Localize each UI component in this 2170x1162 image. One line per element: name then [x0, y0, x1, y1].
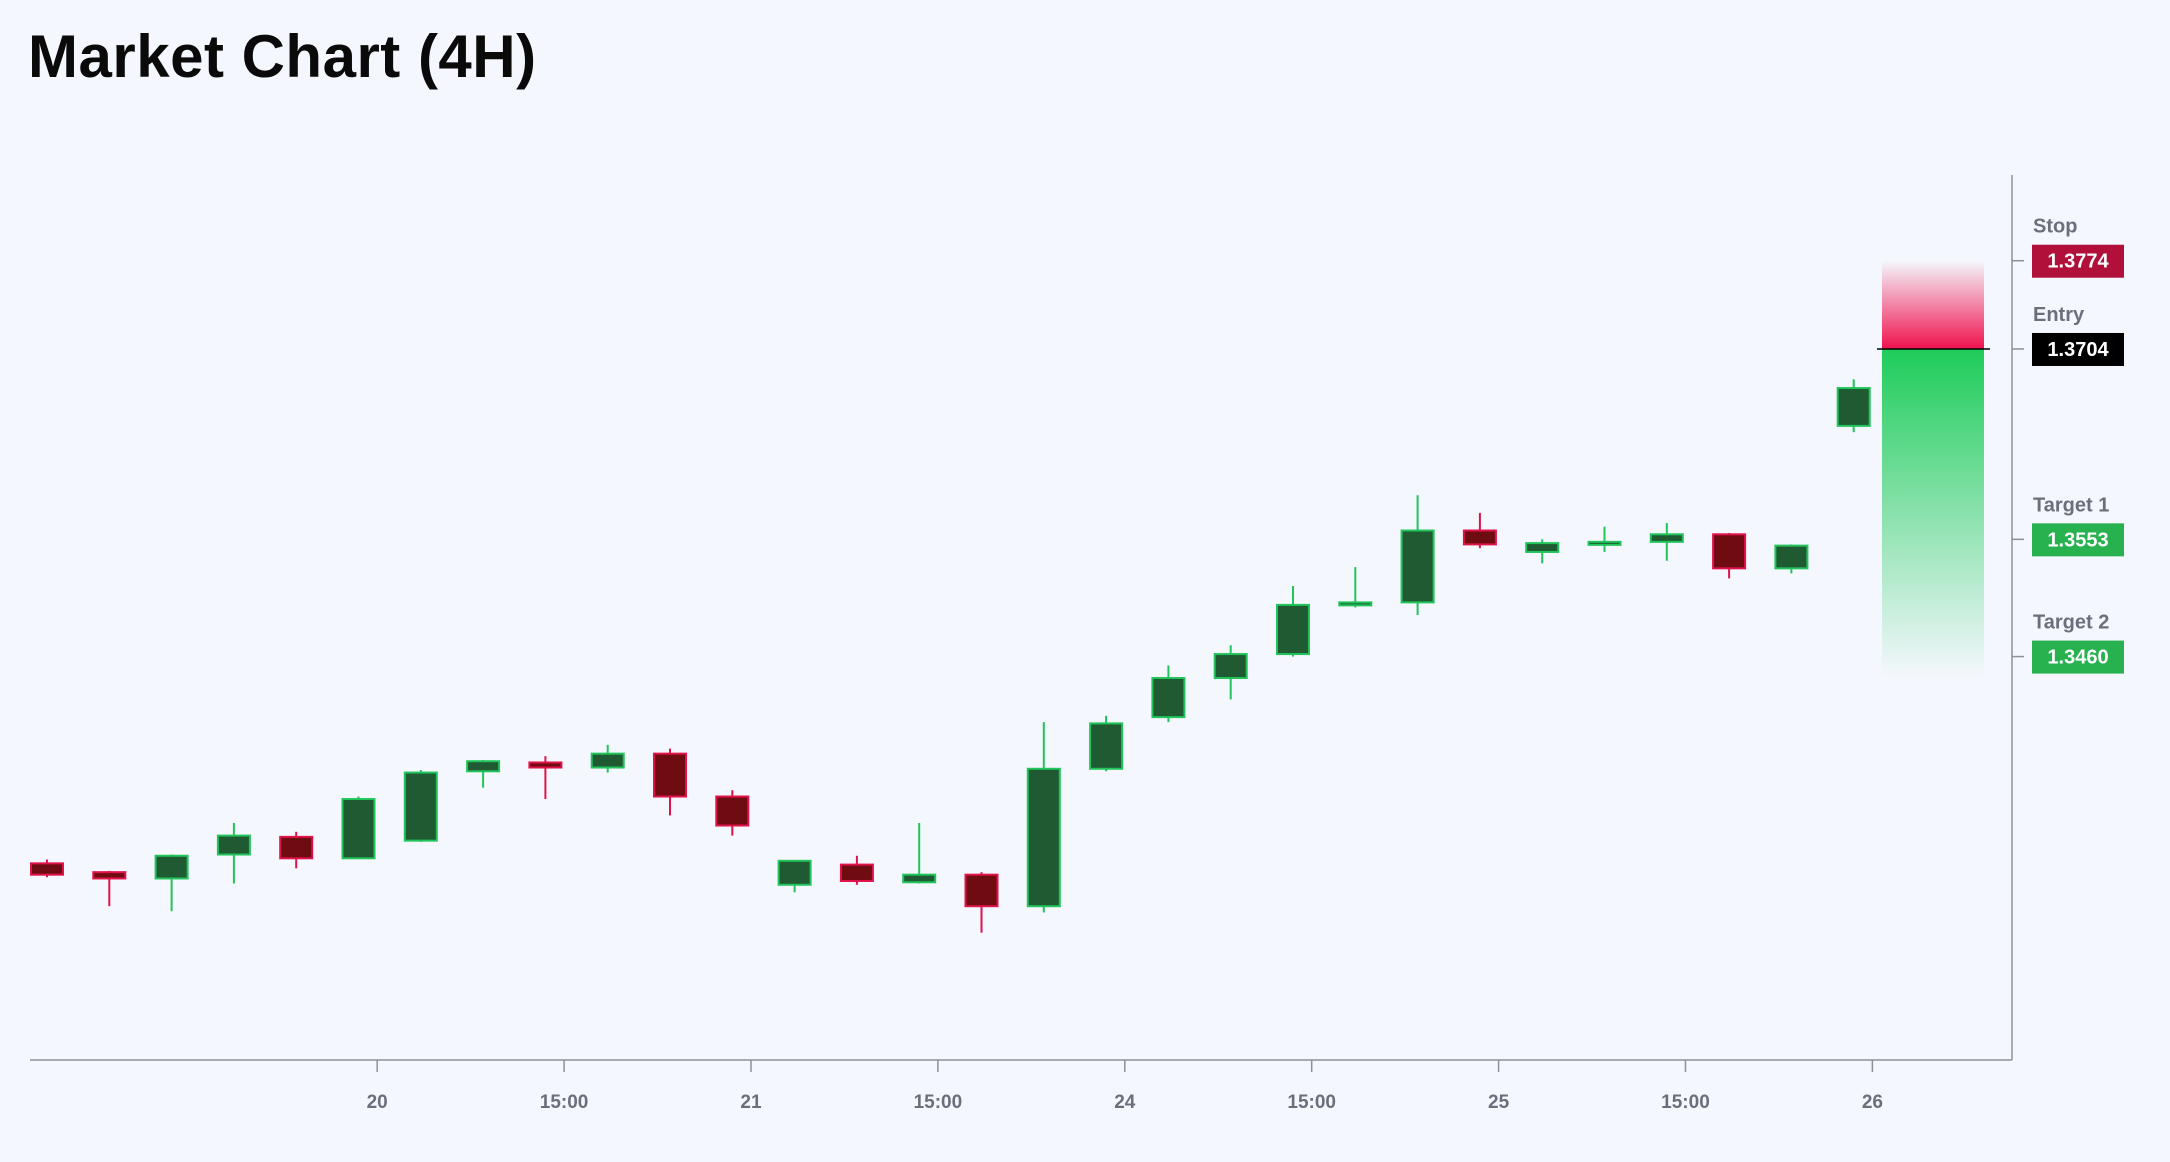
- bullish-candle: [216, 822, 251, 884]
- candle-body: [1774, 544, 1809, 570]
- candle-body: [1213, 653, 1248, 680]
- bullish-candle: [466, 759, 501, 788]
- level-name: Target 1: [2033, 494, 2109, 516]
- candle-body: [1151, 677, 1186, 719]
- level-value: 1.3553: [2047, 529, 2108, 551]
- candle-body: [839, 863, 874, 882]
- bearish-candle: [964, 872, 999, 933]
- trade-zones: [1877, 260, 1990, 677]
- bullish-candle: [154, 854, 189, 912]
- bullish-candle: [1338, 567, 1373, 608]
- bullish-candle: [1836, 379, 1871, 433]
- x-tick-label: 25: [1488, 1092, 1510, 1113]
- bullish-candle: [1026, 722, 1061, 913]
- x-tick-label: 26: [1862, 1092, 1883, 1113]
- candle-body: [1525, 542, 1560, 553]
- bearish-candle: [30, 859, 64, 878]
- candle-body: [1587, 540, 1622, 546]
- bearish-candle: [528, 756, 563, 800]
- candle-body: [1276, 603, 1310, 656]
- level-name: Target 2: [2033, 612, 2109, 634]
- candle-body: [777, 859, 812, 886]
- bullish-candle: [1400, 495, 1435, 615]
- candle-body: [1026, 767, 1061, 908]
- candles: [30, 379, 1871, 933]
- candle-body: [154, 854, 189, 880]
- candle-body: [590, 752, 625, 769]
- level-value: 1.3704: [2047, 339, 2109, 361]
- candle-body: [964, 873, 999, 908]
- bearish-candle: [92, 870, 127, 907]
- take-profit-zone: [1882, 348, 1984, 677]
- candle-body: [1400, 529, 1435, 604]
- candle-body: [92, 871, 127, 880]
- x-tick-label: 15:00: [1661, 1092, 1710, 1113]
- bullish-candle: [1276, 585, 1310, 657]
- bullish-candle: [902, 822, 937, 884]
- axes: 20 15:00 21 15:00 24 15:00 25 15:00 26: [30, 175, 2013, 1113]
- bearish-candle: [1712, 533, 1747, 579]
- x-tick-label: 21: [740, 1092, 762, 1113]
- level-name: Entry: [2033, 304, 2085, 326]
- page-title: Market Chart (4H): [28, 23, 537, 90]
- bearish-candle: [839, 855, 874, 885]
- candle-body: [466, 760, 501, 773]
- candle-body: [653, 752, 687, 798]
- level-value-badge: [2032, 523, 2124, 557]
- x-tick-label: 24: [1114, 1092, 1136, 1113]
- level-name: Stop: [2033, 216, 2077, 238]
- candle-body: [528, 761, 563, 769]
- candle-body: [279, 835, 314, 860]
- candle-body: [403, 771, 438, 842]
- candle-body: [902, 873, 937, 884]
- bullish-candle: [403, 770, 438, 842]
- candle-body: [715, 795, 750, 827]
- bullish-candle: [341, 796, 376, 860]
- bearish-candle: [653, 748, 687, 816]
- bullish-candle: [1151, 665, 1186, 723]
- x-tick-label: 15:00: [540, 1092, 589, 1113]
- bullish-candle: [1774, 544, 1809, 574]
- candle-body: [1649, 533, 1684, 543]
- x-tick-label: 15:00: [1287, 1092, 1336, 1113]
- level-value-badge: [2032, 244, 2124, 278]
- bearish-candle: [1462, 512, 1497, 549]
- x-tick-label: 15:00: [914, 1092, 963, 1113]
- level-value: 1.3460: [2047, 647, 2108, 669]
- level-value: 1.3774: [2047, 251, 2109, 273]
- candle-body: [1462, 529, 1497, 546]
- candle-body: [1712, 533, 1747, 570]
- candle-body: [1836, 387, 1871, 427]
- bullish-candle: [777, 859, 812, 893]
- bullish-candle: [1213, 645, 1248, 700]
- price-levels: Stop 1.3774 Entry 1.3704 Target 1 1.3553 Targe…: [2012, 216, 2124, 674]
- candle-body: [1089, 722, 1124, 770]
- candle-body: [341, 798, 376, 860]
- bearish-candle: [715, 790, 750, 836]
- stop-loss-zone: [1882, 260, 1984, 349]
- bearish-candle: [279, 831, 314, 869]
- bullish-candle: [1089, 715, 1124, 772]
- bullish-candle: [1649, 522, 1684, 561]
- candle-body: [30, 862, 64, 876]
- bullish-candle: [1587, 526, 1622, 552]
- level-value-badge: [2032, 332, 2124, 366]
- candle-body: [216, 834, 251, 856]
- bullish-candle: [590, 744, 625, 773]
- candle-body: [1338, 601, 1373, 607]
- bullish-candle: [1525, 539, 1560, 564]
- x-tick-label: 20: [367, 1092, 388, 1113]
- level-value-badge: [2032, 640, 2124, 674]
